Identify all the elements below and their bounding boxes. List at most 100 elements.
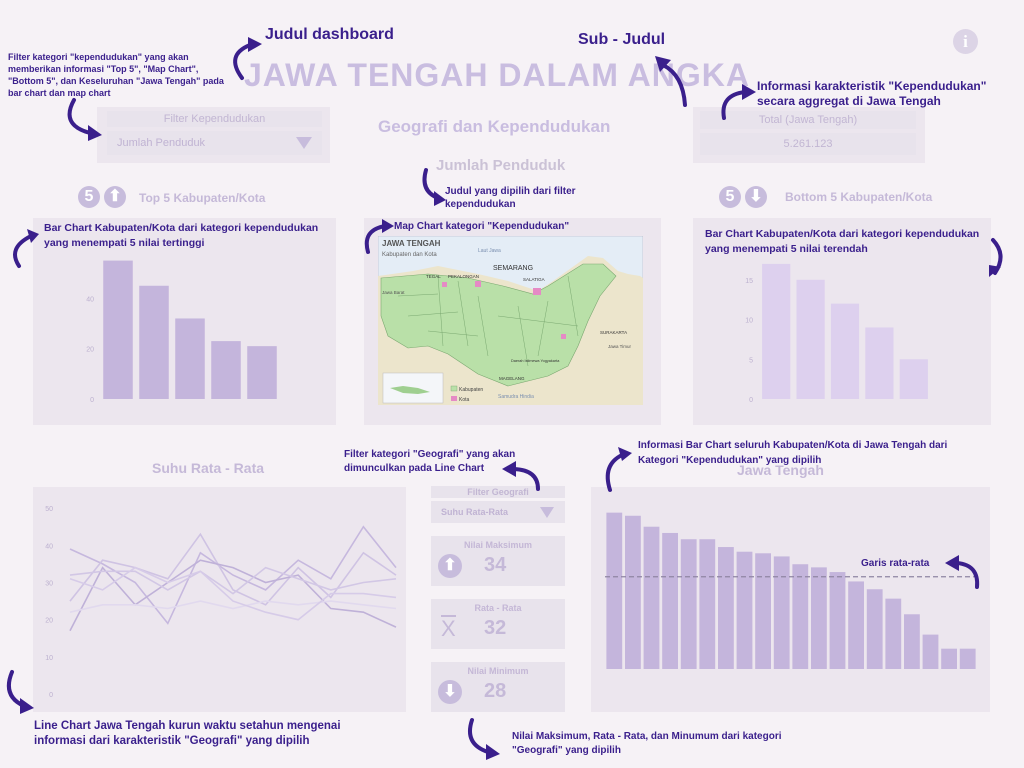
arrow-judul — [233, 37, 262, 80]
y-tick-label: 50 — [45, 506, 53, 513]
map-sea-south: Samudra Hindia — [498, 394, 534, 400]
bar — [755, 553, 772, 669]
info-icon[interactable]: i — [953, 29, 978, 54]
bar — [866, 589, 883, 669]
total-value: 5.261.123 — [700, 133, 916, 155]
stat-max-box: Nilai Maksimum ⬆ 34 — [431, 536, 565, 586]
bar — [922, 634, 939, 669]
bar — [830, 303, 860, 399]
filter-geo-value: Suhu Rata-Rata — [441, 507, 509, 517]
map-diy-label: Daerah Istimewa Yogyakarta — [511, 359, 560, 363]
note-line: Line Chart Jawa Tengah kurun waktu setah… — [34, 720, 341, 747]
stat-min-box: Nilai Minimum ⬇ 28 — [431, 662, 565, 712]
stat-max-label: Nilai Maksimum — [463, 540, 533, 550]
y-tick-label: 20 — [45, 618, 53, 625]
bar — [848, 581, 865, 669]
line-series — [69, 566, 397, 595]
line-chart: 0 10 20 30 40 50 — [45, 506, 397, 699]
dashboard-title: JAWA TENGAH DALAM ANGKA — [244, 57, 750, 93]
map-title: Jumlah Penduduk — [436, 157, 566, 174]
arrow-geo-filter — [502, 461, 540, 491]
bar — [865, 327, 894, 399]
line-series — [69, 559, 397, 632]
arrow-total — [721, 84, 756, 120]
note-bottom5: Bar Chart Kabupaten/Kota dari kategori k… — [705, 228, 980, 255]
y-tick-label: 40 — [86, 296, 94, 303]
note-total: Informasi karakteristik "Kependudukan" s… — [757, 79, 987, 108]
bottom5-badge: 5 — [719, 186, 741, 208]
map-west-label: Jawa Barat — [382, 290, 405, 295]
y-tick-label: 0 — [49, 692, 53, 699]
arrow-filter — [67, 98, 102, 141]
bar — [624, 515, 641, 669]
chevron-down-icon[interactable] — [540, 507, 554, 518]
filter-population-title: Filter Kependudukan — [107, 111, 322, 127]
y-tick-label: 0 — [749, 397, 753, 404]
stat-avg-label: Rata - Rata — [474, 603, 522, 613]
x-bar-icon: X — [441, 615, 456, 641]
map-city-surakarta: SURAKARTA — [600, 330, 627, 335]
stat-max-value: 34 — [484, 554, 507, 576]
map-region-subtitle: Kabupaten dan Kota — [382, 252, 437, 258]
bar — [810, 567, 827, 669]
note-map-filter: Judul yang dipilih dari filter kependudu… — [445, 186, 576, 210]
line-series — [69, 600, 397, 613]
bar — [796, 279, 825, 399]
bar — [606, 512, 623, 669]
top5-title: Top 5 Kabupaten/Kota — [139, 191, 266, 205]
note-filter: Filter kategori "kependudukan" yang akan… — [8, 52, 224, 98]
arrow-bar-all — [605, 447, 632, 492]
map-city-magelang: MAGELANG — [499, 376, 525, 381]
bar — [103, 260, 133, 399]
bar — [643, 526, 660, 669]
arrow-avg-line — [945, 555, 980, 589]
y-tick-label: 5 — [749, 357, 753, 364]
arrow-map-filter — [422, 168, 446, 206]
dashboard-subtitle: Geografi dan Kependudukan — [378, 117, 611, 136]
map-east-label: Jawa Timur — [608, 344, 632, 349]
arrow-up-icon: ⬆ — [104, 186, 126, 208]
map-sea-north: Laut Jawa — [478, 248, 501, 254]
note-top5: Bar Chart Kabupaten/Kota dari kategori k… — [44, 222, 319, 249]
bar — [903, 614, 920, 669]
map-legend-kota: Kota — [459, 397, 470, 403]
chevron-down-icon[interactable] — [296, 137, 312, 149]
bar — [762, 263, 791, 399]
filter-population-select[interactable]: Jumlah Penduduk — [107, 131, 322, 155]
bar-all-chart — [605, 512, 977, 669]
stat-min-value: 28 — [484, 680, 507, 702]
top5-chart: 0 20 40 — [86, 260, 277, 404]
y-tick-label: 0 — [90, 397, 94, 404]
y-tick-label: 30 — [45, 580, 53, 587]
arrow-bottom5 — [989, 238, 1003, 277]
bar — [899, 359, 928, 399]
y-tick-label: 40 — [45, 543, 53, 550]
arrow-up-circle-icon: ⬆ — [438, 554, 462, 578]
note-avg-line: Garis rata-rata — [861, 558, 930, 569]
bar-all-title: Jawa Tengah — [737, 462, 824, 478]
note-stats: Nilai Maksimum, Rata - Rata, dan Minumum… — [512, 731, 782, 756]
filter-geo-title: Filter Geografi — [431, 486, 565, 498]
map-chart: JAWA TENGAH Kabupaten dan Kota Laut Jawa… — [378, 236, 643, 405]
arrow-map — [364, 219, 394, 254]
total-title: Total (Jawa Tengah) — [700, 111, 916, 129]
bar — [139, 285, 169, 399]
arrow-top5 — [13, 229, 39, 268]
bar — [175, 318, 205, 399]
bar — [959, 648, 976, 669]
line-series — [69, 525, 397, 625]
arrow-down-icon: ⬇ — [745, 186, 767, 208]
arrow-line — [7, 670, 34, 714]
bar — [247, 346, 277, 399]
filter-geo-select[interactable]: Suhu Rata-Rata — [431, 501, 565, 523]
line-series — [69, 532, 397, 606]
bar — [662, 532, 679, 669]
y-tick-label: 15 — [745, 278, 753, 285]
bottom5-chart: 0 5 10 15 — [745, 263, 928, 404]
bar — [792, 564, 809, 669]
y-tick-label: 10 — [45, 655, 53, 662]
bar — [211, 341, 241, 399]
note-judul-dashboard: Judul dashboard — [265, 26, 394, 43]
y-tick-label: 10 — [745, 318, 753, 325]
map-city-pekalongan: PEKALONGAN — [448, 274, 479, 279]
